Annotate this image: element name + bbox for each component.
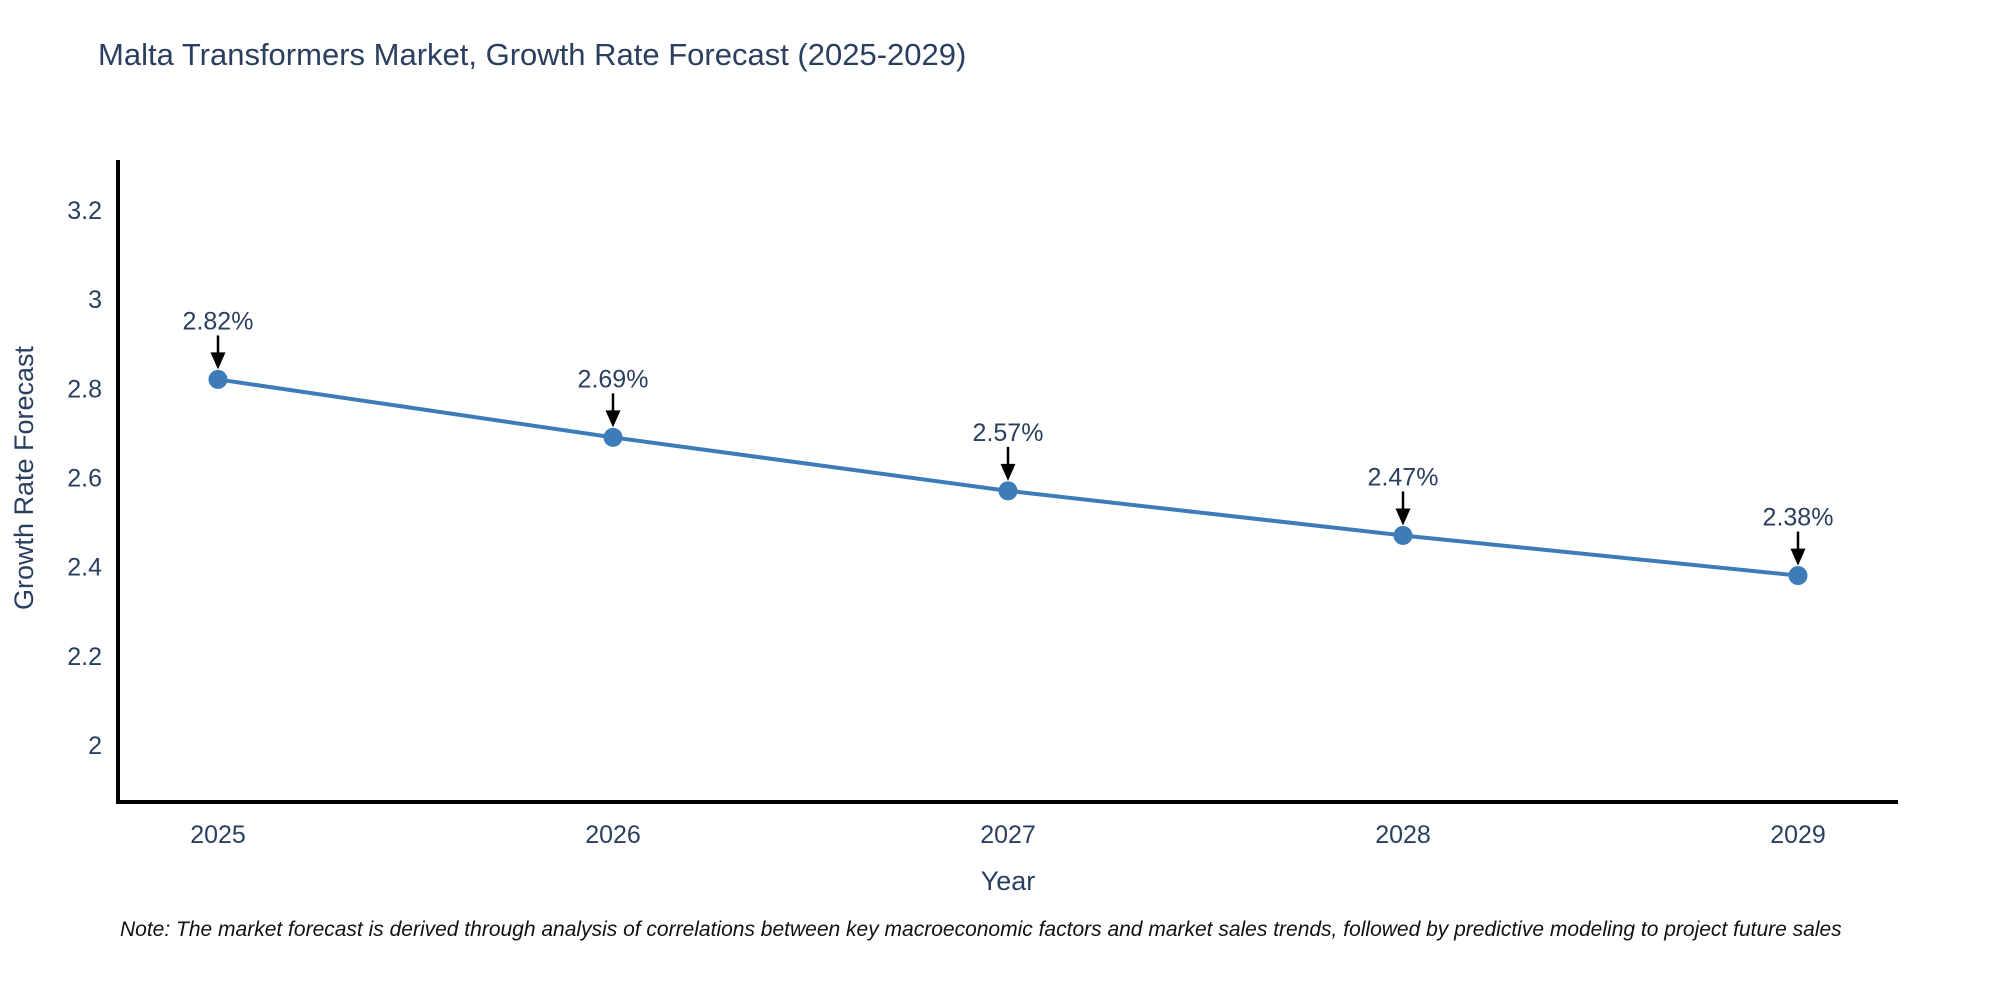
y-tick-label: 3.2 <box>67 197 102 225</box>
point-value-label: 2.57% <box>973 419 1044 447</box>
y-tick-label: 2.2 <box>67 643 102 671</box>
x-tick-label: 2029 <box>1770 821 1826 849</box>
annotation-arrowhead-icon <box>605 410 621 428</box>
annotation-arrowhead-icon <box>1000 463 1016 481</box>
point-value-label: 2.82% <box>183 307 254 335</box>
annotation-arrowhead-icon <box>1395 508 1411 526</box>
data-point-marker[interactable] <box>1788 566 1808 586</box>
y-tick-label: 3 <box>88 286 102 314</box>
chart-title: Malta Transformers Market, Growth Rate F… <box>98 37 967 72</box>
point-value-label: 2.47% <box>1368 463 1439 491</box>
y-tick-label: 2.8 <box>67 375 102 403</box>
x-tick-label: 2027 <box>980 821 1036 849</box>
x-axis-title: Year <box>981 866 1036 896</box>
point-value-label: 2.69% <box>578 365 649 393</box>
annotation-arrowhead-icon <box>1790 548 1806 566</box>
x-tick-label: 2025 <box>190 821 246 849</box>
point-value-label: 2.38% <box>1763 504 1834 532</box>
y-tick-label: 2.6 <box>67 465 102 493</box>
data-point-marker[interactable] <box>998 481 1018 501</box>
annotation-arrowhead-icon <box>210 352 226 370</box>
x-tick-label: 2028 <box>1375 821 1431 849</box>
data-point-marker[interactable] <box>603 427 623 447</box>
y-tick-label: 2.4 <box>67 554 102 582</box>
data-point-marker[interactable] <box>1393 525 1413 545</box>
y-axis-title: Growth Rate Forecast <box>9 345 39 610</box>
data-point-marker[interactable] <box>208 369 228 389</box>
y-tick-label: 2 <box>88 732 102 760</box>
note-text: Note: The market forecast is derived thr… <box>120 918 1842 941</box>
x-tick-label: 2026 <box>585 821 641 849</box>
